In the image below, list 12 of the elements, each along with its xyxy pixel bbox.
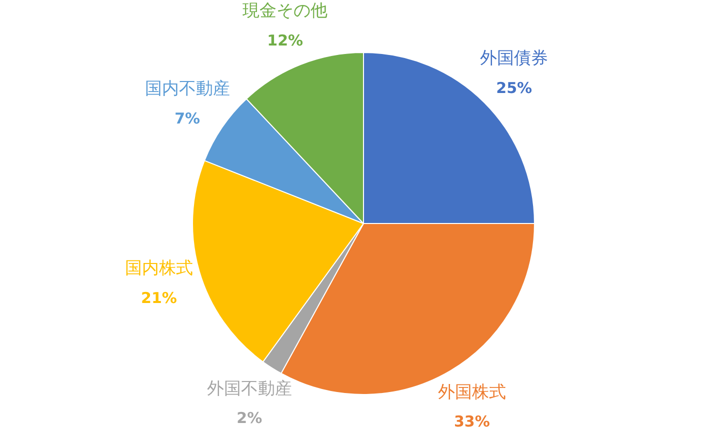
data-label: 25% (496, 78, 532, 97)
slice-label: 外国債券 (480, 48, 548, 68)
slice-label: 現金その他 (242, 0, 328, 21)
slice-label: 外国不動産 (206, 378, 292, 399)
data-label: 33% (454, 412, 490, 431)
slice-label: 外国株式 (438, 382, 506, 402)
data-label: 2% (236, 409, 262, 428)
slice-label: 国内株式 (124, 258, 193, 278)
data-label: 7% (174, 110, 200, 128)
slice-label: 国内不動産 (144, 79, 230, 100)
data-label: 21% (141, 288, 177, 307)
data-label: 12% (267, 31, 304, 50)
